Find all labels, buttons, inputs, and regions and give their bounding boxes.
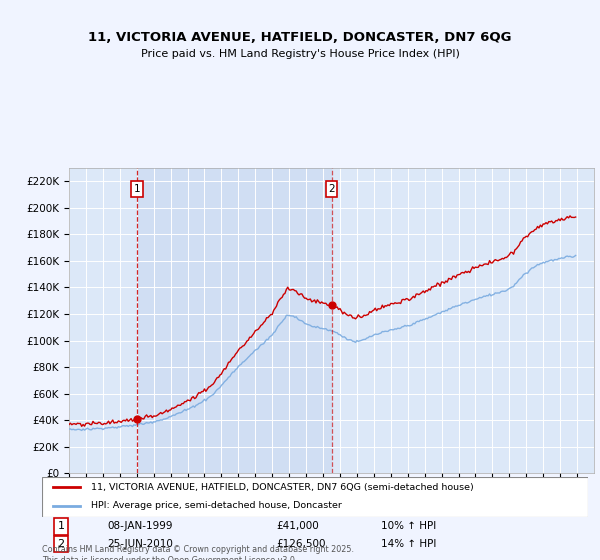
Text: 10% ↑ HPI: 10% ↑ HPI — [380, 521, 436, 531]
Text: 25-JUN-2010: 25-JUN-2010 — [107, 539, 173, 549]
Text: £41,000: £41,000 — [277, 521, 320, 531]
Text: 08-JAN-1999: 08-JAN-1999 — [107, 521, 173, 531]
Text: £126,500: £126,500 — [277, 539, 326, 549]
Text: Price paid vs. HM Land Registry's House Price Index (HPI): Price paid vs. HM Land Registry's House … — [140, 49, 460, 59]
Text: 14% ↑ HPI: 14% ↑ HPI — [380, 539, 436, 549]
Text: 11, VICTORIA AVENUE, HATFIELD, DONCASTER, DN7 6QG: 11, VICTORIA AVENUE, HATFIELD, DONCASTER… — [88, 31, 512, 44]
Text: HPI: Average price, semi-detached house, Doncaster: HPI: Average price, semi-detached house,… — [91, 502, 342, 511]
Text: 11, VICTORIA AVENUE, HATFIELD, DONCASTER, DN7 6QG (semi-detached house): 11, VICTORIA AVENUE, HATFIELD, DONCASTER… — [91, 483, 474, 492]
Text: 2: 2 — [58, 539, 65, 549]
Text: 1: 1 — [58, 521, 65, 531]
Text: Contains HM Land Registry data © Crown copyright and database right 2025.
This d: Contains HM Land Registry data © Crown c… — [42, 545, 354, 560]
Bar — [137, 168, 332, 473]
Text: 2: 2 — [328, 184, 335, 194]
Text: 1: 1 — [133, 184, 140, 194]
FancyBboxPatch shape — [42, 477, 588, 517]
